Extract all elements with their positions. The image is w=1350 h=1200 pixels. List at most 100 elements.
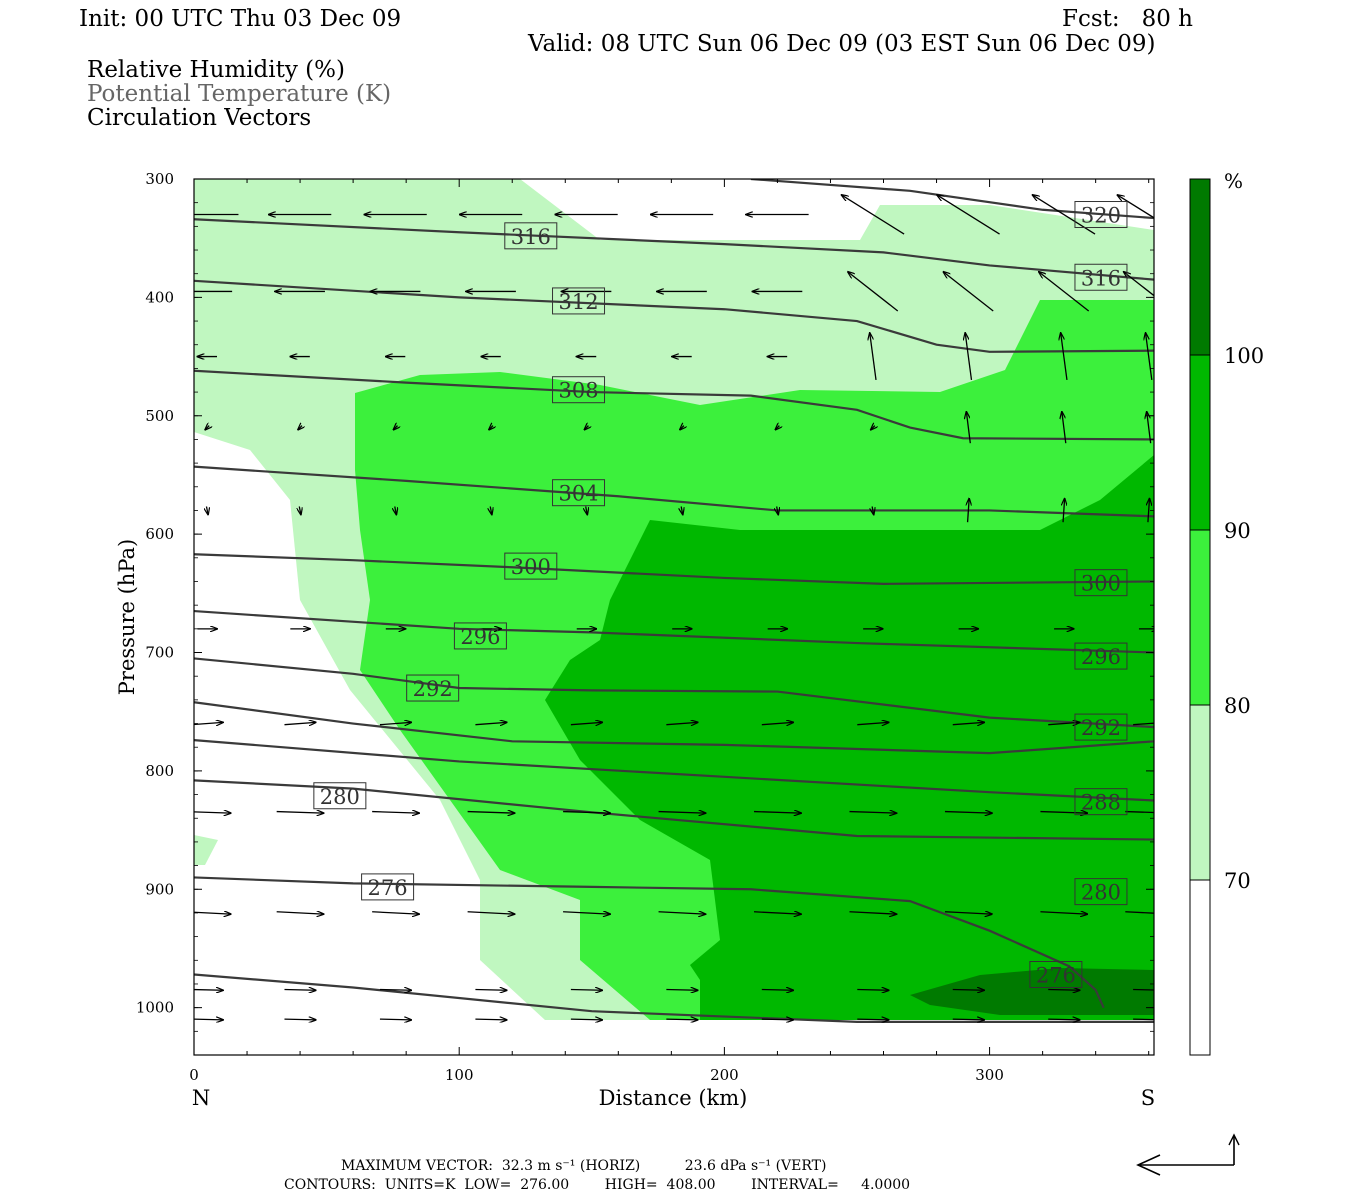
circulation-vector — [871, 426, 875, 430]
colorbar-80-90 — [1189, 529, 1211, 706]
circulation-vector — [666, 990, 697, 991]
circulation-vector — [666, 1019, 697, 1020]
max-vector-note: MAXIMUM VECTOR: 32.3 m s⁻¹ (HORIZ) 23.6 … — [341, 1158, 827, 1174]
isentrope-label-316: 316 — [504, 222, 558, 250]
rh-90-100-region — [545, 455, 1154, 1020]
isentrope-label-276: 276 — [361, 873, 415, 901]
circulation-vector — [194, 912, 231, 914]
svg-text:292: 292 — [413, 677, 453, 701]
svg-text:312: 312 — [558, 290, 598, 314]
isentrope-line-296 — [194, 609, 1154, 654]
isentrope-line-308 — [194, 369, 1154, 441]
colorbar-70-80 — [1189, 704, 1211, 881]
colorbar-unit: % — [1224, 169, 1243, 193]
y-axis: 300 400 500 600 700 800 900 1000 — [136, 170, 1154, 1056]
circulation-vector — [952, 990, 984, 991]
circulation-vector — [475, 722, 506, 724]
circulation-vector — [1048, 1019, 1079, 1020]
isentrope-label-292: 292 — [1074, 713, 1128, 741]
isentrope-label-300b: 300 — [1074, 569, 1128, 597]
x-axis: 0 100 200 300 — [189, 179, 1150, 1084]
circulation-vector — [857, 990, 888, 991]
circulation-vector — [658, 812, 706, 814]
circulation-vector — [937, 195, 1000, 235]
circulation-vector — [968, 499, 970, 523]
rh-colorbar: % 100 90 80 70 — [1189, 169, 1264, 1056]
svg-text:280: 280 — [1081, 881, 1121, 905]
y-axis-label: Pressure (hPa) — [115, 539, 139, 695]
circulation-vector — [570, 1019, 602, 1020]
isentrope-label-316b: 316 — [1074, 263, 1128, 291]
circulation-vector — [872, 506, 874, 515]
isentrope-line-276 — [194, 973, 1154, 1023]
forecast-hour: Fcst: 80 h — [1062, 6, 1193, 32]
circulation-vector — [1133, 722, 1154, 726]
y-tick-label: 700 — [145, 644, 174, 662]
circulation-vector — [1146, 333, 1153, 381]
isentrope-line-320 — [750, 179, 1154, 220]
svg-text:316: 316 — [511, 225, 551, 249]
circulation-vector — [848, 272, 899, 312]
circulation-vector — [944, 272, 994, 312]
circulation-vector — [870, 333, 877, 381]
legend-theta: Potential Temperature (K) — [87, 81, 392, 107]
x-tick-label: 0 — [189, 1066, 199, 1084]
contours-note: CONTOURS: UNITS=K LOW= 276.00 HIGH= 408.… — [284, 1177, 911, 1193]
circulation-vector — [490, 506, 492, 515]
circulation-vector — [849, 912, 896, 914]
circulation-vector — [299, 506, 301, 515]
circulation-vector — [467, 812, 515, 814]
circulation-vector — [284, 990, 315, 991]
isentrope-line-292 — [194, 701, 1154, 755]
circulation-vector — [857, 722, 888, 724]
circulation-vector — [1125, 810, 1154, 814]
colorbar-label-90: 90 — [1224, 519, 1251, 543]
isentrope-label-308: 308 — [552, 376, 606, 404]
circulation-vector — [761, 1019, 793, 1020]
svg-text:308: 308 — [558, 379, 598, 403]
circulation-vector — [857, 1019, 888, 1020]
circulation-vector — [563, 812, 610, 814]
isentrope-label-312: 312 — [552, 287, 606, 315]
x-end-label-north: N — [192, 1086, 210, 1110]
circulation-vector — [284, 722, 315, 724]
circulation-vector — [395, 506, 397, 515]
circulation-vector — [194, 1019, 223, 1020]
circulation-vector — [1040, 912, 1087, 914]
colorbar-label-80: 80 — [1224, 694, 1251, 718]
rh-70-80-island — [194, 835, 218, 865]
legend-vectors: Circulation Vectors — [87, 105, 312, 131]
circulation-vector — [1048, 722, 1079, 724]
circulation-vector — [681, 506, 683, 515]
circulation-vector — [1039, 272, 1090, 312]
circulation-vector — [194, 722, 223, 724]
rh-fill-layer — [194, 179, 1154, 1055]
circulation-vector — [666, 722, 697, 724]
circulation-vector — [563, 912, 610, 914]
y-tick-label: 1000 — [136, 999, 174, 1017]
svg-text:292: 292 — [1081, 716, 1121, 740]
svg-text:296: 296 — [460, 625, 500, 649]
svg-text:276: 276 — [368, 876, 408, 900]
x-tick-label: 200 — [710, 1066, 739, 1084]
x-tick-label: 100 — [445, 1066, 474, 1084]
circulation-vector — [680, 426, 684, 430]
svg-text:300: 300 — [1081, 572, 1121, 596]
circulation-vector — [475, 1019, 506, 1020]
circulation-vector — [206, 506, 208, 515]
isentrope-line-288 — [194, 739, 1154, 802]
circulation-vector — [1133, 1018, 1154, 1021]
circulation-vector — [842, 195, 905, 235]
circulation-vector — [944, 912, 992, 914]
circulation-vector — [467, 912, 515, 914]
isentrope-label-296: 296 — [453, 622, 507, 650]
svg-text:316: 316 — [1081, 266, 1121, 290]
circulation-vector — [1124, 272, 1154, 297]
x-end-label-south: S — [1141, 1086, 1155, 1110]
circulation-vector — [1147, 412, 1152, 444]
isentrope-label-300: 300 — [504, 552, 558, 580]
y-tick-label: 900 — [145, 880, 174, 898]
circulation-vector — [761, 990, 793, 991]
circulation-vector — [754, 812, 801, 814]
svg-text:276: 276 — [1036, 964, 1076, 988]
